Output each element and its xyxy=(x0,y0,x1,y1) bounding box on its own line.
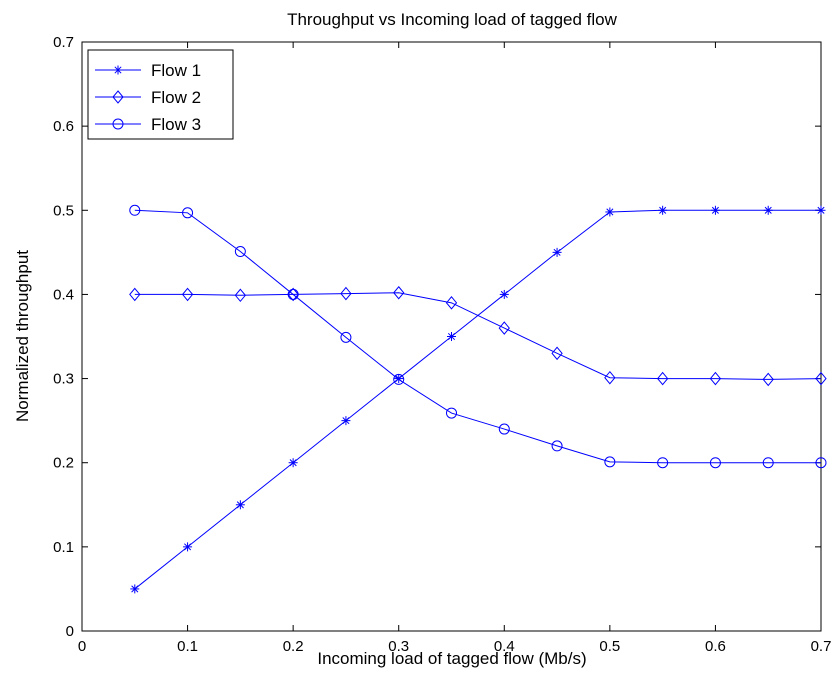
x-tick-label: 0.4 xyxy=(494,638,515,655)
x-tick-label: 0.1 xyxy=(177,638,198,655)
chart-title: Throughput vs Incoming load of tagged fl… xyxy=(287,10,618,29)
data-point xyxy=(340,331,352,343)
series-layer xyxy=(129,204,827,594)
data-point xyxy=(234,288,247,303)
x-axis-label: Incoming load of tagged flow (Mb/s) xyxy=(317,649,586,668)
data-point xyxy=(605,207,615,217)
data-point xyxy=(393,285,405,300)
series-line xyxy=(134,292,822,380)
x-tick-label: 0 xyxy=(78,638,86,655)
data-point xyxy=(658,205,668,215)
legend-marker xyxy=(112,118,124,130)
data-point xyxy=(288,458,298,468)
data-point xyxy=(710,205,720,215)
data-point xyxy=(235,500,245,510)
data-point xyxy=(129,287,141,302)
y-tick-label: 0.6 xyxy=(53,118,74,135)
data-point xyxy=(446,407,457,419)
data-point xyxy=(657,457,669,469)
data-point xyxy=(604,370,616,385)
x-axis-ticks: 0 0.1 0.2 0.3 0.4 0.5 0.6 0.7 xyxy=(78,42,832,655)
x-tick-label: 0.2 xyxy=(283,638,304,655)
series-3 xyxy=(129,204,827,469)
y-tick-label: 0 xyxy=(66,623,74,640)
data-point xyxy=(762,457,774,469)
x-tick-label: 0.3 xyxy=(388,638,409,655)
y-axis-label: Normalized throughput xyxy=(13,250,32,422)
legend-label: Flow 2 xyxy=(151,88,201,107)
x-tick-label: 0.6 xyxy=(705,638,726,655)
y-tick-label: 0.3 xyxy=(53,371,74,388)
data-point xyxy=(182,207,194,219)
legend-entry: Flow 3 xyxy=(95,115,201,134)
y-tick-label: 0.2 xyxy=(53,455,74,472)
data-point xyxy=(183,542,193,552)
data-point xyxy=(130,584,140,594)
data-point xyxy=(816,205,826,215)
data-point xyxy=(656,371,669,386)
legend-label: Flow 1 xyxy=(151,61,201,80)
data-point xyxy=(551,440,563,452)
legend-entry: Flow 2 xyxy=(95,88,201,107)
data-point xyxy=(498,321,510,335)
data-point xyxy=(287,287,299,302)
series-line xyxy=(134,209,821,464)
data-point xyxy=(341,416,351,426)
data-point xyxy=(763,205,773,215)
legend-entry: Flow 1 xyxy=(95,61,201,80)
series-2 xyxy=(129,285,827,387)
y-tick-label: 0.5 xyxy=(53,202,74,219)
y-axis-ticks: 0 0.1 0.2 0.3 0.4 0.5 0.6 0.7 xyxy=(53,34,821,640)
data-point xyxy=(498,423,510,435)
data-point xyxy=(447,332,456,341)
x-tick-label: 0.5 xyxy=(599,638,620,655)
y-tick-label: 0.1 xyxy=(53,539,74,556)
data-point xyxy=(604,456,616,468)
data-point xyxy=(181,287,194,302)
data-point xyxy=(499,289,509,299)
x-tick-label: 0.7 xyxy=(811,638,832,655)
data-point xyxy=(129,204,141,216)
legend-marker xyxy=(112,90,124,104)
y-tick-label: 0.4 xyxy=(53,286,74,303)
data-point xyxy=(340,286,352,301)
data-point xyxy=(815,457,827,469)
legend: Flow 1 Flow 2 Flow 3 xyxy=(87,49,234,140)
data-point xyxy=(393,373,405,385)
data-point xyxy=(551,346,563,361)
data-point xyxy=(234,246,246,258)
y-tick-label: 0.7 xyxy=(53,34,74,51)
data-point xyxy=(762,372,774,387)
data-point xyxy=(445,296,458,310)
data-point xyxy=(552,247,562,257)
data-point xyxy=(287,288,299,300)
data-point xyxy=(709,457,721,469)
data-point xyxy=(709,371,722,386)
legend-label: Flow 3 xyxy=(151,115,201,134)
data-point xyxy=(815,371,827,386)
legend-marker xyxy=(113,65,123,75)
